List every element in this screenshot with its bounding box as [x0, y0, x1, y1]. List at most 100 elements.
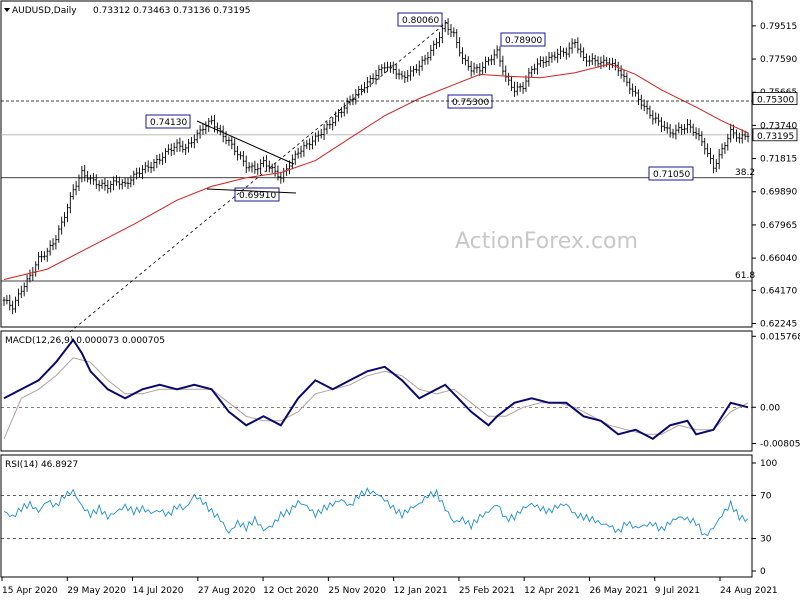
annotation-0-74130: 0.74130 — [145, 114, 191, 129]
price-bar — [590, 53, 594, 66]
level-price-tag-box — [752, 92, 798, 105]
x-tick-label: 9 Jul 2021 — [655, 586, 700, 596]
price-bar — [521, 81, 525, 94]
price-bar — [328, 119, 332, 130]
price-bar — [273, 162, 277, 177]
price-bar — [184, 143, 187, 155]
price-panel-ohlc: 0.73312 0.73463 0.73136 0.73195 — [93, 6, 250, 16]
current-price-tag-box — [752, 128, 798, 142]
price-bar — [441, 23, 444, 44]
price-bar — [593, 54, 597, 67]
price-bar — [553, 51, 557, 61]
price-bar — [118, 176, 121, 190]
price-bar — [20, 285, 23, 299]
price-bar — [466, 56, 470, 71]
rsi-panel: 100 70 30 0 — [1, 459, 777, 577]
price-bar — [377, 65, 381, 80]
x-axis: 15 Apr 2020 29 May 2020 14 Jul 2020 27 Aug … — [1, 577, 778, 596]
rsi-y-tick-label: 100 — [760, 459, 777, 469]
price-bar — [161, 152, 164, 166]
price-bar — [311, 135, 314, 150]
price-bar — [60, 216, 63, 235]
price-bar — [599, 56, 603, 70]
price-bar — [57, 225, 61, 243]
price-bar — [400, 70, 404, 80]
price-bar — [570, 38, 574, 54]
x-tick-label: 24 Aug 2021 — [720, 586, 778, 596]
price-bar — [262, 156, 265, 168]
fib-label-38.2: 38.2 — [735, 168, 755, 178]
price-bar — [187, 138, 190, 153]
price-bar — [625, 72, 629, 87]
price-bar — [345, 97, 349, 114]
price-bar — [305, 139, 309, 149]
price-bar — [380, 64, 384, 75]
price-bar — [668, 124, 672, 138]
price-bar — [671, 128, 675, 139]
price-bar — [677, 122, 681, 134]
price-bar — [559, 45, 562, 60]
price-bar — [8, 294, 12, 311]
price-bar — [89, 174, 92, 185]
moving-average-line — [3, 63, 749, 280]
macd-y-tick-label: 0.015768 — [760, 332, 800, 342]
price-bar — [363, 82, 366, 94]
svg-text:0.75300: 0.75300 — [452, 98, 489, 108]
price-bar — [435, 38, 438, 50]
price-bar — [112, 176, 115, 191]
price-bar — [45, 247, 49, 262]
price-bar — [541, 56, 545, 68]
price-bar — [426, 51, 430, 65]
price-bar — [74, 180, 78, 196]
price-bar — [513, 81, 516, 97]
price-bar — [158, 153, 162, 165]
price-bar — [487, 56, 490, 66]
price-bar — [337, 108, 340, 122]
price-bar — [455, 29, 459, 49]
price-bar — [464, 54, 467, 66]
price-bar — [504, 65, 508, 82]
price-bar — [132, 170, 136, 186]
price-bar — [77, 174, 81, 191]
price-bar — [582, 47, 585, 62]
price-bar — [314, 132, 317, 146]
macd-panel: 0.015768 0.00 -0.008053 — [1, 332, 800, 449]
price-bar — [155, 154, 159, 169]
macd-signal-line — [3, 357, 749, 439]
price-panel-symbol: AUDUSD,Daily — [12, 6, 77, 16]
price-bar — [296, 147, 300, 159]
price-bar — [412, 65, 415, 77]
price-bar — [484, 56, 487, 74]
svg-text:0.74130: 0.74130 — [150, 118, 187, 128]
price-bar — [403, 71, 407, 84]
svg-text:0.78900: 0.78900 — [505, 36, 542, 46]
price-bar — [103, 177, 107, 191]
price-bar — [126, 177, 130, 190]
price-bar — [567, 42, 571, 58]
price-bar — [175, 139, 179, 152]
price-bar — [544, 56, 548, 67]
price-bar — [236, 146, 239, 161]
price-bar — [573, 39, 577, 49]
price-bar — [141, 165, 144, 180]
price-bar — [299, 145, 303, 158]
svg-text:0.69910: 0.69910 — [239, 191, 276, 201]
price-bar — [221, 125, 225, 143]
price-bar — [308, 138, 311, 151]
price-bar — [654, 112, 658, 124]
price-bar — [371, 73, 375, 83]
price-bar — [619, 65, 623, 79]
macd-panel-title: MACD(12,26,9) 0.000073 0.000705 — [5, 336, 165, 346]
x-tick-label: 25 Feb 2021 — [459, 586, 515, 596]
price-bar — [86, 171, 89, 183]
macd-panel-frame — [0, 330, 753, 452]
price-panel: 38.261.80.795150.775900.756650.737400.71… — [1, 18, 798, 330]
price-bar — [291, 154, 294, 170]
annotation-0-71050: 0.71050 — [648, 166, 694, 181]
price-bar — [22, 282, 26, 297]
price-bar — [83, 164, 87, 182]
price-bar — [17, 288, 20, 306]
price-bar — [472, 62, 476, 75]
price-bar — [322, 124, 326, 140]
price-bar — [530, 66, 534, 78]
